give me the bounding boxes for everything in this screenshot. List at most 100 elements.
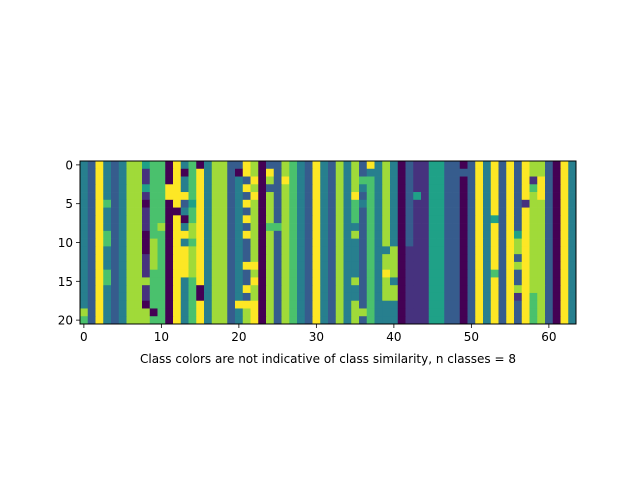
heatmap-cell <box>211 199 220 208</box>
heatmap-cell <box>219 161 228 170</box>
heatmap-cell <box>436 277 445 286</box>
heatmap-cell <box>351 192 360 201</box>
heatmap-cell <box>475 161 484 170</box>
heatmap-cell <box>149 184 158 193</box>
heatmap-cell <box>521 285 530 294</box>
heatmap-cell <box>436 215 445 224</box>
heatmap-cell <box>405 246 414 255</box>
heatmap-cell <box>328 246 337 255</box>
heatmap-cell <box>351 161 360 170</box>
heatmap-cell <box>421 300 430 309</box>
heatmap-cell <box>444 192 453 201</box>
heatmap-cell <box>126 161 135 170</box>
heatmap-cell <box>498 238 507 247</box>
heatmap-cell <box>111 277 120 286</box>
heatmap-cell <box>118 308 127 317</box>
heatmap-cell <box>359 246 368 255</box>
heatmap-cell <box>444 238 453 247</box>
heatmap-cell <box>173 285 182 294</box>
heatmap-cell <box>545 230 554 239</box>
heatmap-cell <box>227 308 236 317</box>
heatmap-cell <box>444 285 453 294</box>
heatmap-cell <box>258 176 267 185</box>
heatmap-cell <box>382 168 391 177</box>
heatmap-cell <box>382 223 391 232</box>
heatmap-cell <box>498 199 507 208</box>
heatmap-cell <box>134 215 143 224</box>
heatmap-cell <box>118 192 127 201</box>
heatmap-cell <box>521 292 530 302</box>
heatmap-cell <box>134 246 143 255</box>
heatmap-cell <box>390 223 399 232</box>
heatmap-cell <box>211 238 220 247</box>
heatmap-cell <box>529 223 538 232</box>
heatmap-cell <box>180 254 189 263</box>
heatmap-cell <box>405 223 414 232</box>
heatmap-cell <box>374 199 383 208</box>
heatmap-cell <box>111 230 120 239</box>
heatmap-cell <box>312 184 321 193</box>
heatmap-cell <box>312 207 321 216</box>
heatmap-cell <box>498 207 507 216</box>
heatmap-cell <box>397 199 406 208</box>
heatmap-cell <box>428 254 437 263</box>
heatmap-cell <box>351 269 360 278</box>
heatmap-cell <box>80 207 89 216</box>
heatmap-cell <box>266 161 275 170</box>
heatmap-cell <box>297 238 306 247</box>
heatmap-cell <box>250 215 259 224</box>
heatmap-cell <box>413 261 422 271</box>
heatmap-cell <box>428 285 437 294</box>
heatmap-cell <box>506 292 515 302</box>
heatmap-cell <box>142 168 151 177</box>
heatmap-cell <box>552 308 561 317</box>
heatmap-cell <box>157 207 166 216</box>
heatmap-cell <box>273 238 282 247</box>
heatmap-cell <box>320 246 329 255</box>
heatmap-cell <box>335 277 344 286</box>
heatmap-cell <box>390 161 399 170</box>
heatmap-cell <box>157 168 166 177</box>
heatmap-cell <box>134 254 143 263</box>
heatmap-cell <box>320 285 329 294</box>
heatmap-cell <box>204 277 213 286</box>
heatmap-cell <box>490 176 499 185</box>
heatmap-cell <box>149 223 158 232</box>
heatmap-cell <box>134 161 143 170</box>
x-tick-label: 10 <box>154 330 169 344</box>
heatmap-cell <box>165 316 174 325</box>
heatmap-cell <box>490 199 499 208</box>
heatmap-cell <box>343 207 352 216</box>
heatmap-cell <box>568 300 577 309</box>
heatmap-cell <box>281 199 290 208</box>
heatmap-cell <box>95 246 104 255</box>
heatmap-cell <box>397 308 406 317</box>
heatmap-cell <box>235 215 244 224</box>
heatmap-cell <box>382 176 391 185</box>
heatmap-cell <box>560 277 569 286</box>
heatmap-cell <box>397 269 406 278</box>
heatmap-cell <box>266 269 275 278</box>
heatmap-cell <box>165 184 174 193</box>
heatmap-cell <box>142 207 151 216</box>
heatmap-cell <box>111 285 120 294</box>
heatmap-cell <box>297 316 306 325</box>
heatmap-cell <box>514 261 523 271</box>
heatmap-cell <box>552 254 561 263</box>
heatmap-cell <box>281 230 290 239</box>
heatmap-cell <box>521 230 530 239</box>
heatmap-cell <box>483 223 492 232</box>
heatmap-cell <box>359 238 368 247</box>
heatmap-cell <box>413 161 422 170</box>
heatmap-cell <box>219 230 228 239</box>
heatmap-cell <box>560 316 569 325</box>
heatmap-cell <box>219 238 228 247</box>
heatmap-cell <box>219 199 228 208</box>
heatmap-cell <box>196 292 205 302</box>
heatmap-cell <box>390 269 399 278</box>
heatmap-cell <box>142 223 151 232</box>
heatmap-cell <box>328 277 337 286</box>
heatmap-cell <box>506 161 515 170</box>
heatmap-cell <box>537 215 546 224</box>
heatmap-cell <box>204 269 213 278</box>
